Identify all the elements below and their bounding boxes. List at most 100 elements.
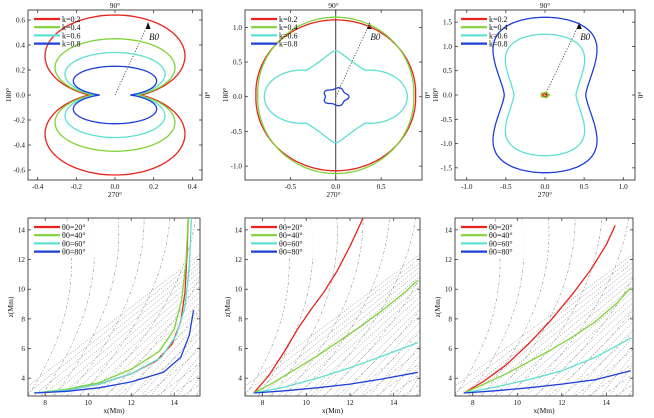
field-line [615,384,633,396]
curve-k=0.2 [542,92,549,98]
angle-label-bottom: 270° [108,190,122,199]
field-line [92,218,196,396]
field-line [534,276,633,396]
angle-label-top: 90° [110,1,121,10]
curve-k=0.4 [54,38,176,152]
field-line [297,218,390,396]
y-tick-label: 6 [21,345,25,353]
trajectory-θ0=80° [253,371,418,394]
y-tick-label: 0.2 [16,67,25,75]
trajectory-θ0=80° [34,309,195,394]
curve-k=0.6 [504,33,586,157]
polar-panel-top-right: -1.0 -0.5 0.0 0.5 1.0 -1.5 -1.0 -0.5 0.0 0.5 1.0 1.… [431,1,645,199]
field-line [574,348,633,396]
field-line [535,209,635,396]
field-line [455,253,633,387]
angle-label-left: 180° [4,88,13,102]
field-direction-line [544,23,580,96]
angle-label-top: 90° [328,1,339,10]
field-line [628,388,633,396]
trajectory-θ0=40° [34,218,189,394]
field-line [118,309,200,396]
y-tick-label: -1.0 [231,163,243,171]
x-tick-label: 8 [43,399,47,407]
y-tick-label: 12 [235,256,243,264]
plot-frame-4 [244,217,421,397]
y-tick-label: -0.2 [14,117,26,125]
field-line [494,218,576,396]
field-line [284,218,364,396]
trajectory-θ0=60° [34,218,193,394]
y-tick-label: 4 [448,375,452,383]
field-line [105,276,200,396]
field-line [168,354,200,396]
legend-label: k=0.6 [62,31,81,40]
angle-label-right: 0° [423,92,432,99]
field-line [638,209,654,396]
legend-label: θ0=40° [62,231,86,240]
y-tick-label: 1.0 [233,24,242,32]
polar-panel-top-middle: -0.5 0.0 0.5 -1.0 -0.5 0.0 0.5 1.0 90° 270° 180° 0°… [221,1,432,199]
trajectory-panel-bottom-right: 8 10 12 14468101214x(Mm)z(Mm)θ0=20°θ0=40°θ0… [433,209,654,415]
field-line [525,296,633,396]
x-tick-label: 12 [558,399,566,407]
x-tick-label: 12 [346,399,354,407]
field-line [60,275,200,396]
field-line [250,262,420,396]
y-tick-label: 1.0 [443,43,452,51]
trajectory-panel-bottom-left: 8 10 12 14468101214x(Mm)z(Mm)θ0=20°θ0=40°θ0… [6,217,201,415]
field-line [562,321,633,396]
legend-label: k=0.8 [279,40,298,49]
legend-label: k=0.8 [62,40,81,49]
y-tick-label: 14 [18,226,26,234]
field-label-b0: B0 [149,32,159,42]
trajectory-θ0=80° [463,370,631,394]
field-line [40,218,95,396]
x-tick-label: 10 [303,399,311,407]
y-tick-label: 0.0 [443,92,452,100]
field-label-b0: B0 [370,32,380,42]
field-line [336,309,420,396]
legend-label: θ0=80° [279,248,303,257]
legend-label: θ0=60° [279,239,303,248]
trajectory-panel-bottom-middle: 8 10 12 14468101214x(Mm)z(Mm)θ0=20°θ0=40°θ0… [223,209,635,415]
y-tick-label: 14 [445,226,453,234]
legend-label: k=0.4 [62,23,81,32]
background-field-lines [455,209,654,396]
x-tick-label: 10 [85,399,93,407]
y-tick-label: -1.0 [441,140,453,148]
field-line [508,218,603,396]
curve-k=0.4 [257,16,415,175]
x-axis-label: x(Mm) [322,406,344,415]
curve-k=0.4 [540,91,551,99]
y-tick-label: 0.5 [233,59,242,67]
field-line [561,331,633,396]
field-direction-line [114,23,149,96]
legend-label: θ0=40° [279,231,303,240]
field-line [506,285,633,396]
y-tick-label: 10 [445,286,453,294]
legend-label: k=0.6 [279,31,298,40]
field-line [534,302,633,396]
y-tick-label: 14 [235,226,243,234]
x-tick-label: 14 [171,399,179,407]
field-line [544,308,633,396]
field-line [323,276,420,396]
x-axis-label: x(Mm) [533,406,555,415]
y-tick-label: 10 [18,286,26,294]
y-tick-label: 8 [21,315,25,323]
field-direction-line [335,23,370,97]
angle-label-right: 0° [203,92,212,99]
field-line [314,296,420,396]
x-tick-label: 8 [471,399,475,407]
x-tick-label: -0.2 [71,183,83,191]
x-tick-label: -1.0 [461,183,473,191]
legend-label: k=0.6 [489,31,508,40]
angle-label-bottom: 270° [326,190,340,199]
legend-label: k=0.2 [489,15,508,24]
x-axis-label: x(Mm) [103,406,125,415]
background-field-lines [245,209,635,396]
field-arrow-icon [576,22,582,29]
y-tick-label: 0.6 [16,17,25,25]
x-tick-label: 0.2 [149,183,158,191]
